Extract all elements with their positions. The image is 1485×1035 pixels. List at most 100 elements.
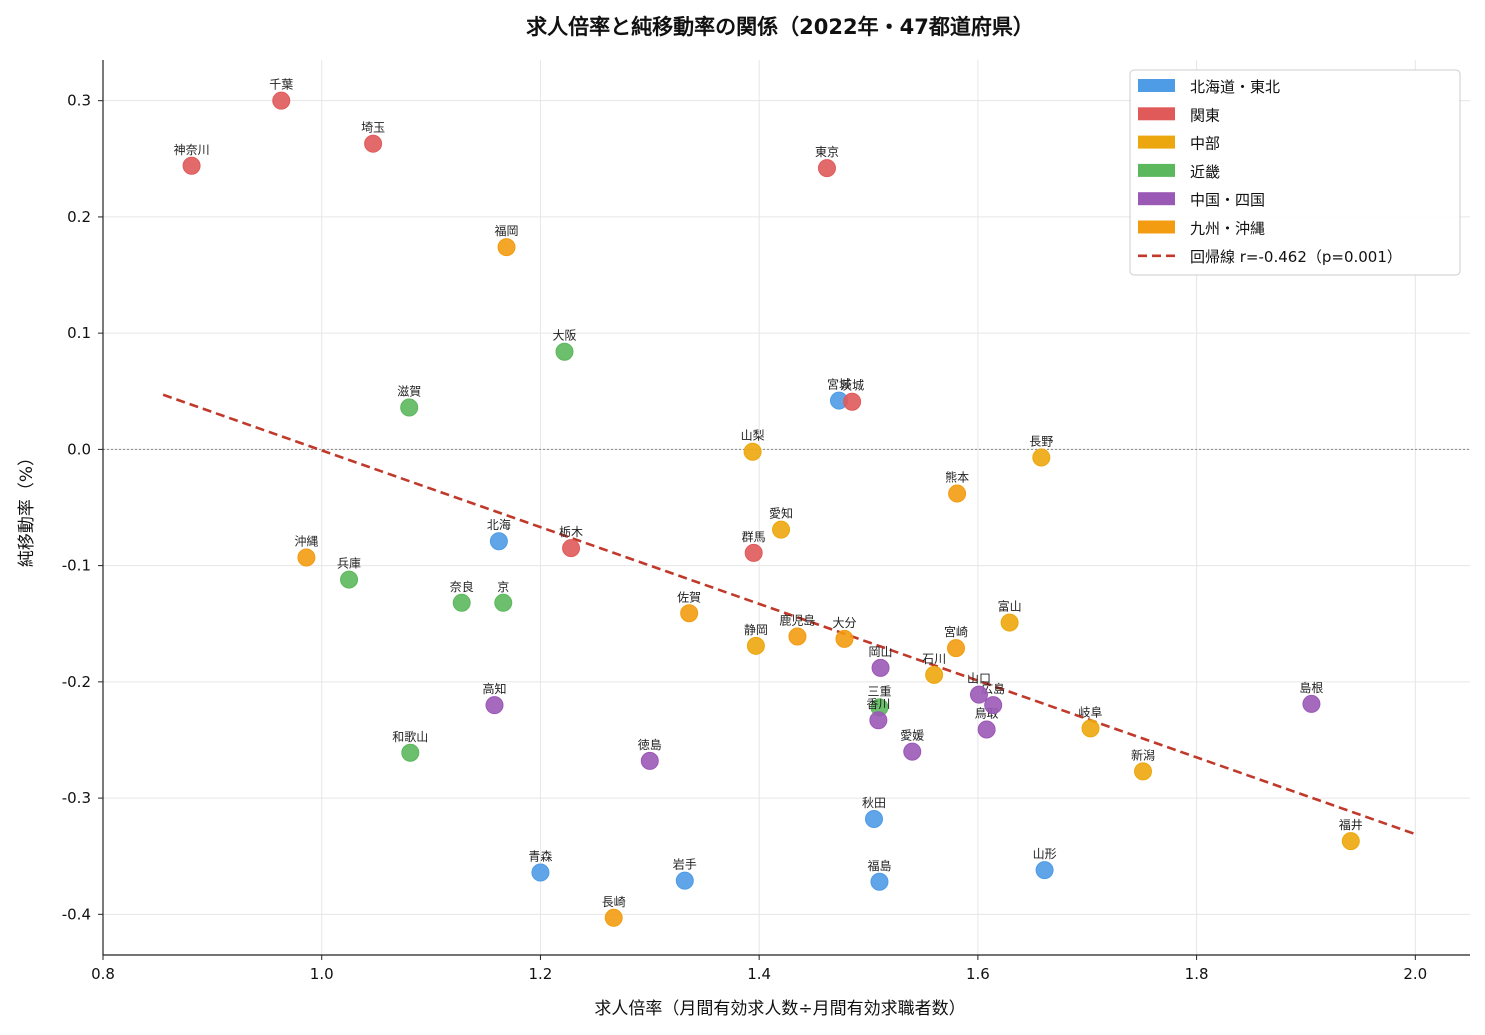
chart-title: 求人倍率と純移動率の関係（2022年・47都道府県） [526,15,1034,39]
data-point [744,543,763,562]
data-point [182,156,201,175]
axes [102,60,1470,956]
y-tick-label: -0.4 [62,905,91,923]
data-point [494,593,513,612]
x-tick-label: 1.2 [529,965,553,983]
legend-swatch [1138,107,1175,121]
data-point [843,392,862,411]
point-label: 新潟 [1131,747,1155,762]
point-label: 北海 [487,517,511,532]
data-point [401,743,420,762]
data-point [1134,762,1153,781]
point-label: 茨城 [840,379,864,393]
regression-line [162,393,1416,836]
point-label: 青森 [528,848,552,863]
data-point [485,696,504,715]
data-point [680,604,699,623]
data-point [746,636,765,655]
point-label: 沖縄 [294,533,318,548]
point-label: 山梨 [741,429,765,443]
x-tick-label: 1.0 [310,965,334,983]
data-point [1302,694,1321,713]
point-label: 石川 [922,652,946,666]
point-label: 和歌山 [392,729,428,744]
point-label: 愛媛 [900,729,924,743]
data-point [1032,448,1051,467]
data-point [1341,832,1360,851]
legend-swatch [1138,192,1175,206]
data-point [947,639,966,658]
x-tick-label: 1.4 [747,965,771,983]
legend-label: 中部 [1190,135,1220,153]
data-point [925,665,944,684]
data-point [555,342,574,361]
point-label: 長野 [1029,435,1053,449]
data-point [864,810,883,829]
point-label: 福岡 [495,223,519,238]
data-point [870,872,889,891]
y-tick-label: 0.1 [67,324,91,342]
point-label: 埼玉 [361,121,385,135]
data-point [675,871,694,890]
point-label: 山形 [1033,847,1057,861]
x-tick-label: 1.8 [1185,965,1209,983]
y-ticks: 0.3 0.2 0.1 0.0 -0.1 -0.2 -0.3 -0.4 [62,92,103,923]
x-tick-label: 2.0 [1403,965,1427,983]
data-point [871,658,890,677]
point-label: 栃木 [559,525,583,539]
y-tick-label: 0.0 [67,440,91,458]
data-point [400,398,419,417]
legend-swatch [1138,135,1175,149]
data-point [489,532,508,551]
data-point [272,91,291,110]
point-label: 岩手 [673,857,697,872]
legend-box [1129,69,1461,276]
point-label: 岡山 [869,645,893,659]
y-tick-label: -0.2 [62,673,91,691]
legend-label: 近畿 [1190,163,1220,181]
data-point [969,685,988,704]
point-label: 島根 [1299,680,1323,695]
data-point [984,696,1003,715]
data-points: 北海青森岩手宮城秋田山形福島茨城栃木 群馬埼玉千葉東京神奈川新潟富山石川福井山梨長… [174,78,1363,927]
point-label: 徳島 [638,737,662,752]
point-label: 兵庫 [337,557,361,571]
legend-label: 中国・四国 [1190,191,1265,209]
data-point [1000,613,1019,632]
point-label: 東京 [815,145,839,159]
data-point [903,742,922,761]
point-label: 熊本 [945,470,969,485]
data-point [1081,719,1100,738]
point-label: 富山 [998,599,1022,614]
y-axis-label: 純移動率（%） [17,449,37,567]
data-point [340,570,359,589]
point-label: 香川 [866,697,890,711]
legend-label: 北海道・東北 [1190,78,1280,96]
legend-label: 九州・沖縄 [1190,220,1265,238]
point-label: 大阪 [552,329,576,343]
data-point [452,593,471,612]
point-label: 大分 [832,616,856,630]
data-point [531,863,550,882]
data-point [772,520,791,539]
legend-regression-label: 回帰線 r=-0.462（p=0.001） [1190,248,1402,266]
point-label: 高知 [483,681,507,696]
point-label: 静岡 [744,623,768,637]
point-label: 千葉 [269,78,293,92]
point-label: 奈良 [450,579,474,594]
data-point [640,751,659,770]
point-label: 宮崎 [944,624,968,639]
x-tick-label: 1.6 [966,965,990,983]
point-label: 滋賀 [397,385,421,399]
data-point [497,238,516,257]
point-label: 福島 [867,858,891,873]
point-label: 秋田 [862,796,886,810]
data-point [817,159,836,178]
data-point [604,908,623,927]
point-label: 群馬 [742,530,766,544]
point-label: 鹿児島 [779,613,815,628]
y-tick-label: 0.2 [67,208,91,226]
point-label: 京 [497,580,509,594]
